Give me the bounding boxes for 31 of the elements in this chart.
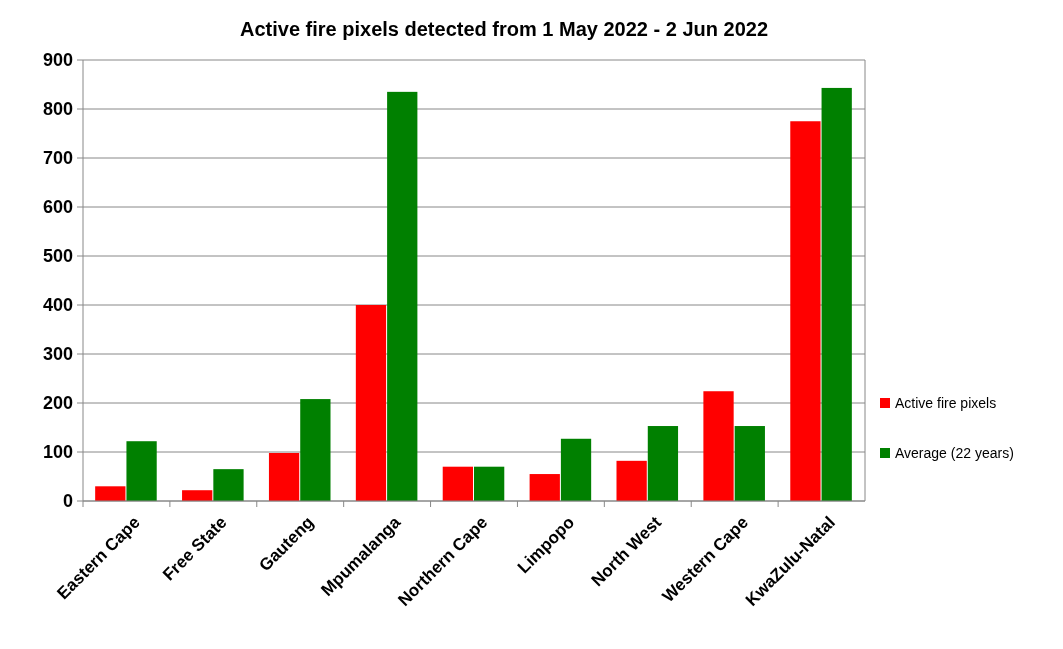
bar — [821, 87, 852, 501]
y-tick-label: 400 — [42, 295, 73, 316]
y-tick-label: 600 — [42, 197, 73, 218]
bar — [126, 441, 157, 501]
legend-label: Active fire pixels — [895, 394, 997, 411]
bar — [387, 91, 418, 501]
bar — [300, 399, 331, 501]
y-tick-label: 700 — [42, 148, 73, 169]
bar — [703, 391, 734, 501]
bar — [647, 426, 679, 501]
bar — [529, 474, 560, 501]
bar — [213, 469, 244, 501]
y-tick-label: 100 — [42, 442, 73, 463]
bar — [182, 490, 213, 501]
y-tick-label: 900 — [42, 50, 73, 71]
legend-label: Average (22 years) — [895, 444, 1014, 461]
bar — [790, 121, 821, 501]
bar — [355, 305, 387, 501]
y-tick-label: 0 — [62, 491, 73, 512]
y-tick-label: 300 — [42, 344, 73, 365]
y-tick-label: 500 — [42, 246, 73, 267]
bar — [95, 486, 126, 501]
bar — [268, 452, 300, 501]
bar — [560, 438, 592, 501]
bar — [734, 426, 765, 501]
y-tick-label: 200 — [42, 393, 73, 414]
bar — [616, 460, 647, 501]
chart-title: Active fire pixels detected from 1 May 2022 - 2 Jun 2022 — [239, 18, 769, 40]
bar — [442, 466, 473, 501]
bar — [474, 466, 505, 501]
y-tick-label: 800 — [42, 99, 73, 120]
